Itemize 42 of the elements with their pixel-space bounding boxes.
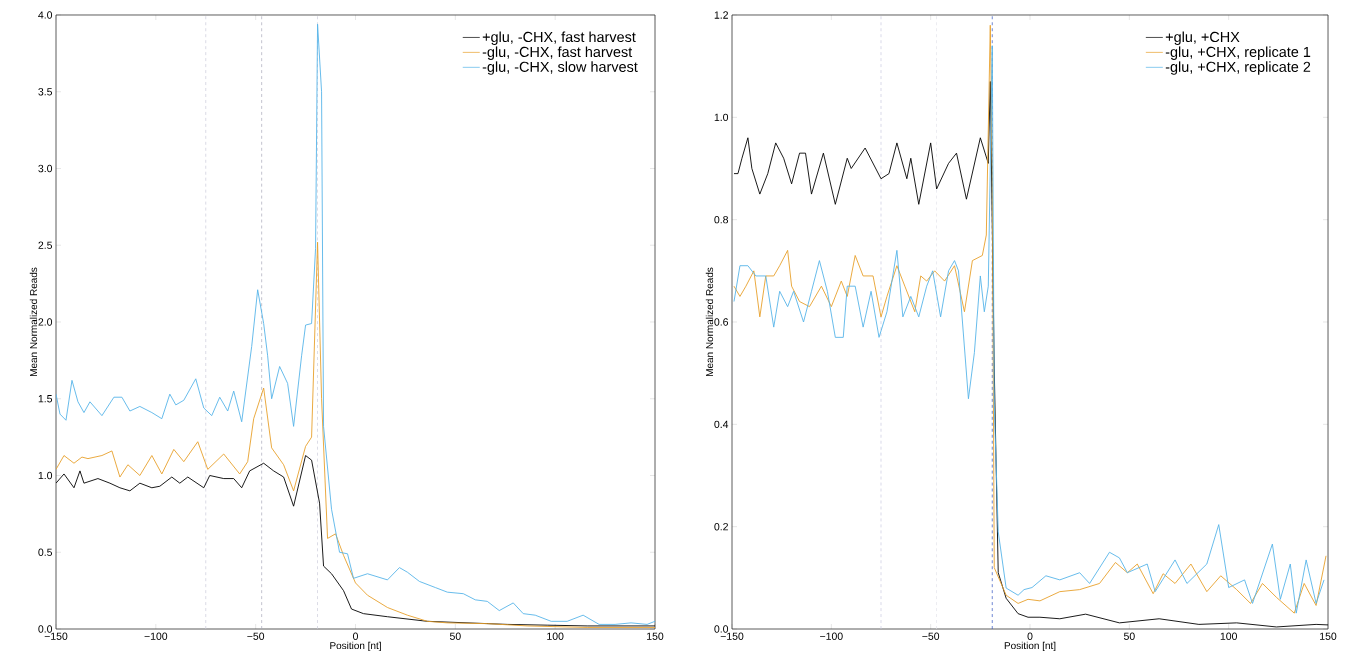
y-tick-label: 3.0 [38,164,53,173]
y-tick-label: 0.0 [714,625,729,633]
x-tick-label: 50 [449,632,461,640]
y-tick-label: 0.2 [714,522,728,531]
x-tick-label: 0 [1027,632,1033,640]
legend-label: -glu, +CHX, replicate 1 [1165,46,1311,60]
y-tick-label: 0.5 [38,548,53,556]
y-tick-label: 1.0 [38,471,53,480]
y-axis-title: Mean Normalized Reads [29,267,38,376]
legend-label: -glu, -CHX, slow harvest [482,61,638,75]
x-tick-label: 0 [353,632,358,640]
legend-label: -glu, -CHX, fast harvest [482,46,633,60]
legend-label: +glu, +CHX [1165,31,1240,45]
y-tick-label: 4.0 [38,11,53,19]
y-tick-label: 1.5 [38,395,53,403]
y-tick-label: 0.4 [714,420,729,429]
y-tick-label: 1.0 [714,113,729,122]
x-tick-label: −50 [247,632,265,640]
x-tick-label: −100 [820,632,843,640]
y-tick-label: 0.6 [714,318,729,326]
x-axis-title: Position [nt] [1004,641,1056,652]
x-tick-label: −150 [720,632,744,640]
y-tick-label: 0.8 [714,215,729,224]
line-series [56,241,656,628]
y-tick-label: 0.0 [38,625,53,633]
x-tick-label: 150 [647,632,664,640]
y-axis-title: Mean Normalized Reads [705,267,714,376]
x-tick-label: −50 [922,632,940,640]
x-tick-label: 50 [1123,632,1135,640]
y-tick-label: 3.5 [38,88,53,96]
y-tick-label: 2.0 [38,318,53,326]
legend-label: -glu, +CHX, replicate 2 [1165,61,1311,75]
line-series [56,23,656,625]
y-tick-label: 2.5 [38,241,53,249]
x-tick-label: −150 [44,632,68,640]
legend-label: +glu, -CHX, fast harvest [482,31,636,45]
y-tick-label: 1.2 [714,11,728,19]
x-tick-label: −100 [144,632,168,640]
x-axis-title: Position [nt] [330,641,381,652]
x-tick-label: 100 [1220,632,1237,640]
x-tick-label: 100 [547,632,564,640]
x-tick-label: 150 [1320,632,1337,640]
